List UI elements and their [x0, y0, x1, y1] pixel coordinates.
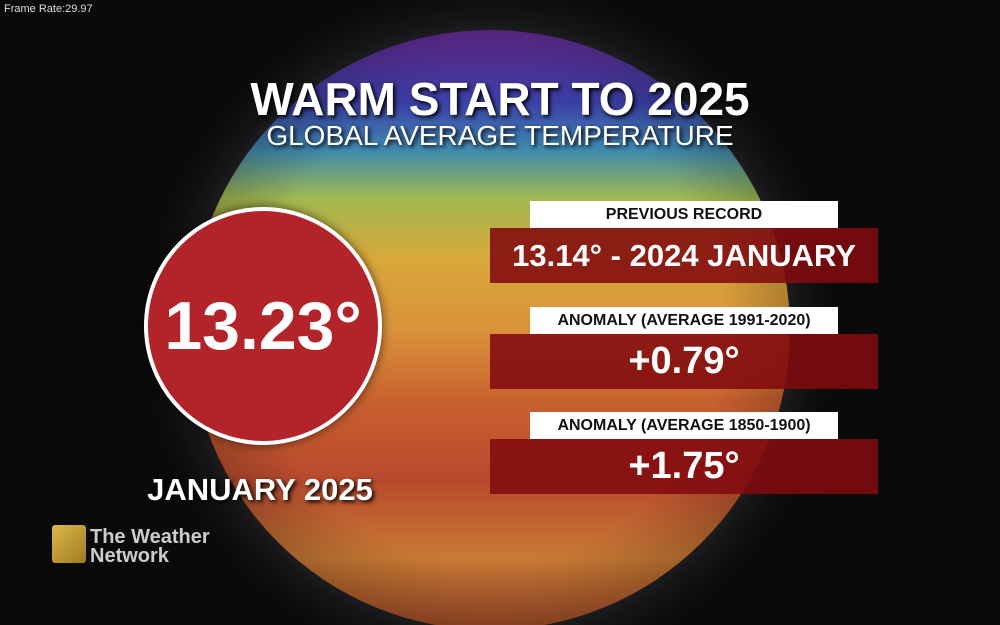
main-label: JANUARY 2025	[147, 472, 373, 507]
panel-label: ANOMALY (AVERAGE 1991-2020)	[530, 307, 838, 334]
title: WARM START TO 2025	[250, 73, 750, 125]
panel-value: +0.79°	[490, 334, 878, 389]
logo-text: The Weather	[90, 526, 210, 548]
panel-label: PREVIOUS RECORD	[530, 201, 838, 228]
subtitle: GLOBAL AVERAGE TEMPERATURE	[266, 120, 734, 151]
frame-rate: Frame Rate:29.97	[4, 3, 93, 15]
panel-value: +1.75°	[490, 439, 878, 494]
panel-value: 13.14° - 2024 JANUARY	[490, 228, 878, 283]
logo-text: Network	[90, 545, 169, 567]
main-value: 13.23°	[144, 207, 382, 445]
logo-icon	[52, 525, 86, 563]
panel-label: ANOMALY (AVERAGE 1850-1900)	[530, 412, 838, 439]
